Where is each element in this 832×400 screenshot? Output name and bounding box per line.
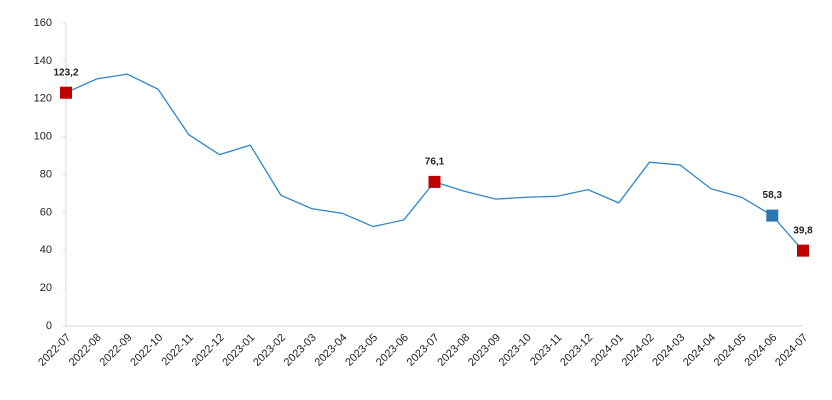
y-tick-label: 100 (34, 131, 52, 143)
x-tick-label: 2023-02 (251, 332, 288, 369)
y-tick-label: 140 (34, 55, 52, 67)
x-tick-label: 2024-07 (773, 332, 810, 369)
value-label: 76,1 (425, 157, 445, 168)
y-tick-label: 160 (34, 17, 52, 29)
value-label: 39,8 (793, 225, 813, 236)
x-tick-label: 2023-08 (435, 332, 472, 369)
x-tick-label: 2023-11 (528, 332, 564, 368)
x-tick-label: 2024-06 (742, 332, 779, 369)
value-label: 123,2 (53, 67, 78, 78)
x-tick-label: 2023-09 (466, 332, 503, 369)
x-tick-label: 2024-03 (650, 332, 687, 369)
x-tick-label: 2022-07 (36, 332, 73, 369)
x-tick-label: 2023-12 (558, 332, 595, 369)
x-tick-label: 2023-07 (405, 332, 442, 369)
x-tick-label: 2023-04 (313, 332, 350, 369)
y-tick-label: 80 (40, 168, 52, 180)
y-tick-label: 40 (40, 244, 52, 256)
marker (60, 86, 72, 99)
x-tick-label: 2024-01 (589, 332, 626, 369)
y-tick-label: 120 (34, 93, 52, 105)
x-tick-label: 2023-03 (282, 332, 319, 369)
x-tick-label: 2022-10 (128, 332, 165, 369)
x-tick-label: 2022-08 (67, 332, 104, 369)
x-tick-label: 2024-05 (712, 332, 749, 369)
x-tick-label: 2022-09 (98, 332, 135, 369)
y-tick-label: 60 (40, 206, 52, 218)
value-label: 58,3 (763, 190, 783, 201)
marker (766, 209, 779, 222)
x-tick-label: 2023-10 (497, 332, 534, 369)
x-tick-label: 2023-05 (343, 332, 380, 369)
y-tick-label: 20 (40, 282, 52, 294)
x-tick-label: 2023-01 (220, 332, 257, 369)
x-tick-label: 2022-12 (190, 332, 227, 369)
x-tick-label: 2023-06 (374, 332, 411, 369)
marker (428, 175, 441, 188)
x-tick-label: 2024-04 (681, 332, 718, 369)
x-tick-label: 2022-11 (160, 332, 196, 368)
y-tick-label: 0 (46, 320, 52, 332)
x-tick-label: 2024-02 (620, 332, 657, 369)
marker (797, 244, 809, 257)
